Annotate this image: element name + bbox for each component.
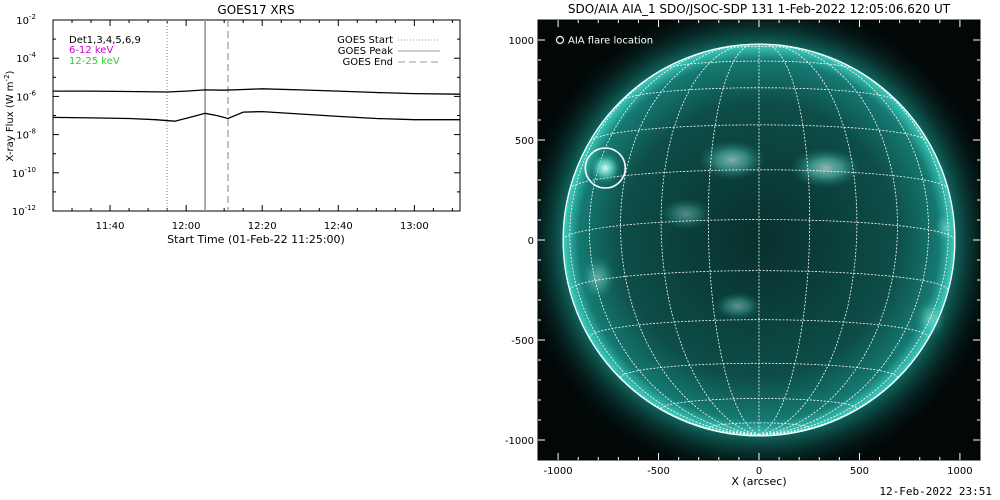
goes-xrs-plot: GOES17 XRS 10-12 10-10 10-8 10-6 10-4 10-2 11… bbox=[3, 3, 461, 246]
solar-limb bbox=[562, 43, 956, 437]
grid-line bbox=[590, 124, 928, 142]
footer-timestamp: 12-Feb-2022 23:51 bbox=[879, 485, 992, 498]
legend-goes-end: GOES End bbox=[343, 57, 393, 68]
grid-line bbox=[588, 46, 760, 436]
goes-y-axis: 10-12 10-10 10-8 10-6 10-4 10-2 bbox=[12, 13, 460, 218]
active-region bbox=[790, 148, 862, 188]
aia-y-axis: -1000 -500 0 500 1000 bbox=[505, 36, 980, 447]
legend-detectors: Det1,3,4,5,6,9 bbox=[69, 35, 141, 46]
grid-line bbox=[663, 60, 855, 70]
x-tick-label: 1000 bbox=[947, 466, 972, 477]
flux-series-1 bbox=[53, 88, 461, 95]
y-tick-label: 10-8 bbox=[16, 128, 36, 142]
y-tick-label: 10-2 bbox=[16, 13, 36, 27]
aia-title: SDO/AIA AIA_1 SDO/JSOC-SDP 131 1-Feb-202… bbox=[568, 2, 951, 16]
legend-flare-label: AIA flare location bbox=[568, 36, 653, 47]
grid-line bbox=[758, 46, 930, 436]
aia-image-plot: SDO/AIA AIA_1 SDO/JSOC-SDP 131 1-Feb-202… bbox=[505, 2, 981, 488]
grid-line bbox=[569, 59, 760, 436]
detector-legend: Det1,3,4,5,6,9 6-12 keV 12-25 keV bbox=[69, 35, 141, 67]
x-tick-label: 500 bbox=[850, 466, 869, 477]
grid-line bbox=[620, 44, 760, 436]
goes-title: GOES17 XRS bbox=[217, 3, 294, 17]
aia-x-axis: -1000 -500 0 500 1000 bbox=[544, 20, 973, 477]
x-tick-label: 12:40 bbox=[324, 221, 353, 232]
goes-series-group bbox=[52, 88, 461, 122]
y-tick-label: 10-10 bbox=[12, 166, 36, 180]
aia-legend: AIA flare location bbox=[555, 35, 653, 47]
goes-plot-frame bbox=[52, 19, 461, 212]
y-tick-label: 10-4 bbox=[16, 51, 36, 65]
grid-line bbox=[707, 44, 760, 436]
y-tick-label: -1000 bbox=[505, 436, 534, 447]
x-tick-label: -1000 bbox=[544, 466, 573, 477]
solar-disk bbox=[563, 44, 955, 436]
legend-12-25-kev: 12-25 keV bbox=[69, 56, 120, 67]
active-region bbox=[698, 140, 766, 180]
y-tick-label: 1000 bbox=[509, 36, 534, 47]
flare-location-marker bbox=[584, 147, 627, 189]
grid-line bbox=[569, 270, 949, 291]
goes-y-axis-title: X-ray Flux (W m-2) bbox=[3, 70, 16, 161]
x-tick-label: 12:20 bbox=[248, 221, 277, 232]
legend-6-12-kev: 6-12 keV bbox=[69, 45, 113, 56]
grid-line bbox=[707, 422, 811, 429]
legend-goes-start: GOES Start bbox=[337, 35, 393, 46]
grid-line bbox=[712, 46, 806, 51]
y-tick-label: 500 bbox=[515, 136, 534, 147]
grid-line bbox=[758, 59, 949, 436]
aia-x-axis-title: X (arcsec) bbox=[731, 475, 786, 488]
active-region bbox=[660, 198, 712, 230]
grid-line bbox=[758, 44, 858, 436]
x-tick-label: 11:40 bbox=[96, 221, 125, 232]
x-tick-label: 0 bbox=[756, 466, 762, 477]
flare-brightening bbox=[589, 152, 622, 184]
goes-x-axis: 11:40 12:00 12:20 12:40 13:00 bbox=[52, 20, 453, 232]
x-tick-label: -500 bbox=[647, 466, 670, 477]
grid-line bbox=[758, 44, 898, 436]
x-tick-label: 12:00 bbox=[172, 221, 201, 232]
goes-event-markers bbox=[166, 20, 229, 211]
y-tick-label: -500 bbox=[511, 336, 534, 347]
grid-line bbox=[758, 44, 811, 436]
marker-legend: GOES Start GOES Peak GOES End bbox=[337, 35, 440, 68]
goes-x-axis-title: Start Time (01-Feb-22 11:25:00) bbox=[167, 233, 345, 246]
active-region bbox=[714, 292, 762, 320]
grid-line bbox=[660, 44, 760, 436]
legend-circle-icon bbox=[555, 35, 565, 45]
legend-goes-peak: GOES Peak bbox=[338, 46, 393, 57]
heliographic-grid bbox=[562, 44, 956, 436]
y-tick-label: 0 bbox=[528, 236, 534, 247]
active-region bbox=[580, 256, 616, 300]
flux-series-2 bbox=[52, 110, 460, 122]
y-tick-label: 10-6 bbox=[16, 89, 36, 103]
y-tick-label: 10-12 bbox=[12, 204, 36, 218]
x-tick-label: 13:00 bbox=[400, 221, 429, 232]
